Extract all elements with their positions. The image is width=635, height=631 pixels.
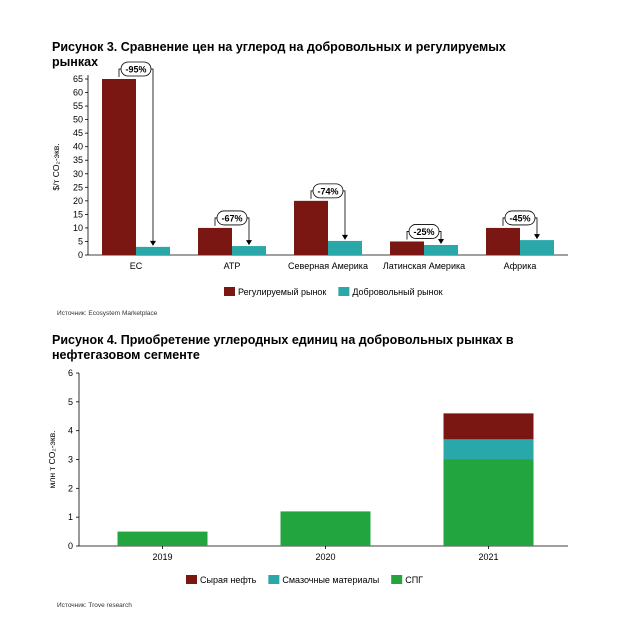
legend-swatch bbox=[268, 575, 280, 584]
bar-segment bbox=[443, 439, 534, 460]
bar-regulated bbox=[198, 227, 232, 255]
legend-label: Сырая нефть bbox=[200, 575, 257, 585]
y-tick-label: 30 bbox=[73, 169, 83, 179]
figure3-source: Источник: Ecosystem Marketplace bbox=[57, 310, 158, 317]
annotation-arrowhead bbox=[246, 240, 252, 246]
annotation-bubble bbox=[120, 61, 152, 77]
legend-label: Смазочные материалы bbox=[282, 575, 379, 585]
figure4-source: Источник: Trove research bbox=[57, 602, 132, 609]
bar-voluntary bbox=[424, 244, 458, 255]
annotation-bubble bbox=[408, 224, 440, 239]
legend-label: Регулируемый рынок bbox=[238, 287, 326, 297]
x-tick-label: Латинская Америка bbox=[383, 261, 465, 271]
figure3-chart: 0 5 10 15 20 25 30 35 40 45 50 55 60 65 $/т CO₂-экв. ЕС… bbox=[51, 61, 568, 297]
y-tick-label: 5 bbox=[68, 397, 73, 407]
annotation-arrowhead bbox=[150, 240, 156, 246]
y-tick-label: 50 bbox=[73, 115, 83, 125]
y-tick-label: 1 bbox=[68, 512, 73, 522]
bar-regulated bbox=[294, 200, 328, 255]
y-tick-label: 6 bbox=[68, 368, 73, 378]
y-tick-label: 40 bbox=[73, 142, 83, 152]
annotation-bubble bbox=[216, 210, 248, 226]
x-tick-label: АТР bbox=[224, 261, 241, 271]
x-tick-label: 2020 bbox=[315, 552, 335, 562]
bar-segment bbox=[117, 531, 208, 546]
y-tick-label: 55 bbox=[73, 101, 83, 111]
y-tick-label: 65 bbox=[73, 74, 83, 84]
annotation-label: -25% bbox=[413, 227, 434, 237]
bar-segment bbox=[443, 459, 534, 546]
y-tick-label: 0 bbox=[78, 250, 83, 260]
y-tick-label: 60 bbox=[73, 88, 83, 98]
bar-voluntary bbox=[136, 246, 170, 255]
legend-label: Добровольный рынок bbox=[352, 287, 442, 297]
y-tick-label: 0 bbox=[68, 541, 73, 551]
annotation-label: -67% bbox=[221, 213, 242, 223]
bar-segment bbox=[443, 413, 534, 440]
bar-regulated bbox=[486, 227, 520, 255]
x-tick-label: Африка bbox=[504, 261, 537, 271]
bar-voluntary bbox=[328, 240, 362, 255]
annotation-label: -74% bbox=[317, 186, 338, 196]
annotation-bubble bbox=[504, 210, 536, 226]
annotation-arrowhead bbox=[342, 234, 348, 240]
y-tick-label: 45 bbox=[73, 128, 83, 138]
legend-swatch bbox=[186, 575, 197, 584]
bar-regulated bbox=[390, 241, 424, 255]
y-tick-label: 3 bbox=[68, 455, 73, 465]
x-tick-label: ЕС bbox=[130, 261, 143, 271]
bar-voluntary bbox=[520, 240, 554, 255]
x-tick-label: Северная Америка bbox=[288, 261, 368, 271]
annotation-label: -95% bbox=[125, 65, 146, 75]
legend-label: СПГ bbox=[405, 575, 423, 585]
annotation-bubble bbox=[312, 183, 344, 199]
y-tick-label: 35 bbox=[73, 155, 83, 165]
legend-swatch bbox=[338, 287, 350, 296]
y-axis-label: млн т CO₂-экв. bbox=[47, 431, 57, 489]
y-tick-label: 20 bbox=[73, 196, 83, 206]
annotation-label: -45% bbox=[509, 213, 530, 223]
legend-swatch bbox=[391, 575, 403, 584]
x-tick-label: 2019 bbox=[152, 552, 172, 562]
x-tick-label: 2021 bbox=[478, 552, 498, 562]
bar-segment bbox=[280, 511, 371, 546]
annotation-arrowhead bbox=[438, 238, 444, 244]
bar-voluntary bbox=[232, 246, 266, 255]
y-axis-label: $/т CO₂-экв. bbox=[51, 143, 61, 190]
y-tick-label: 5 bbox=[78, 236, 83, 246]
figure3-title: Рисунок 3. Сравнение цен на углерод на д… bbox=[52, 40, 506, 69]
y-tick-label: 10 bbox=[73, 223, 83, 233]
y-tick-label: 4 bbox=[68, 426, 73, 436]
y-tick-label: 15 bbox=[73, 209, 83, 219]
legend-swatch bbox=[224, 287, 235, 296]
y-tick-label: 25 bbox=[73, 182, 83, 192]
annotation-arrowhead bbox=[534, 234, 540, 240]
figure4-title: Рисунок 4. Приобретение углеродных едини… bbox=[52, 333, 514, 362]
bar-regulated bbox=[102, 79, 136, 255]
y-tick-label: 2 bbox=[68, 483, 73, 493]
